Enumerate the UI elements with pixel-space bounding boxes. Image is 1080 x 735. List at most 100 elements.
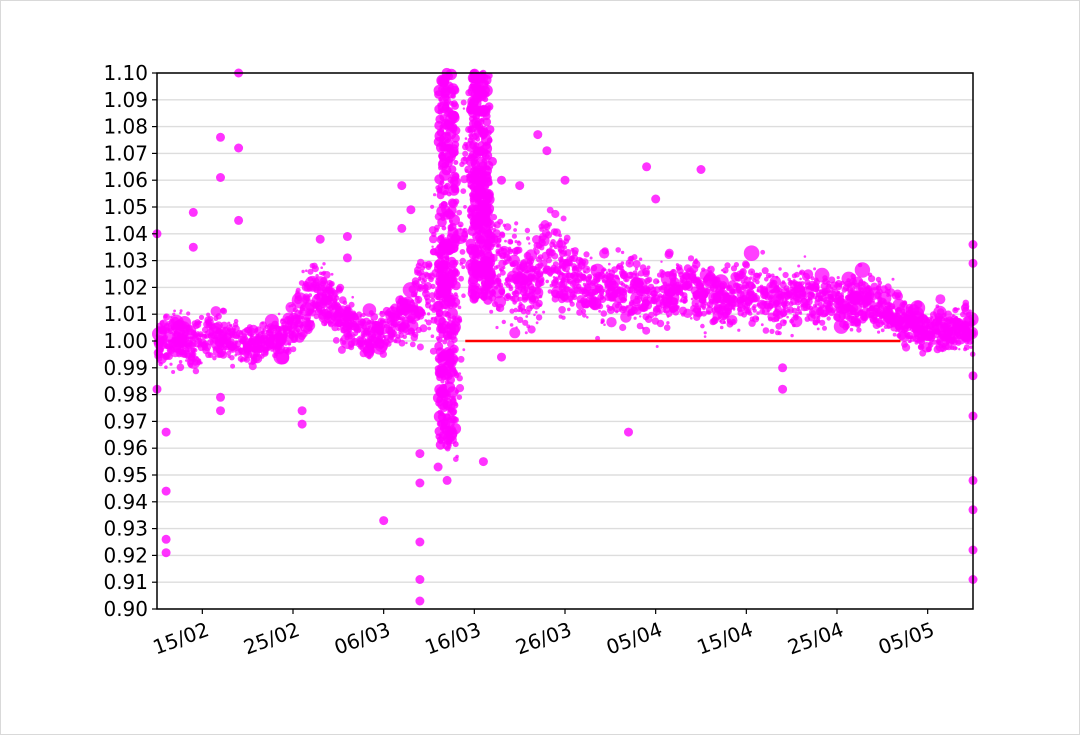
data-point bbox=[535, 314, 543, 321]
data-point bbox=[571, 247, 579, 255]
data-point bbox=[515, 247, 519, 251]
data-point bbox=[442, 190, 449, 196]
data-point bbox=[467, 95, 480, 108]
data-point bbox=[558, 272, 567, 281]
data-point bbox=[462, 150, 469, 157]
data-point bbox=[640, 293, 644, 297]
data-point bbox=[315, 305, 323, 312]
data-point bbox=[252, 346, 258, 352]
data-point bbox=[663, 324, 671, 332]
data-point bbox=[841, 287, 848, 293]
data-point bbox=[799, 270, 803, 275]
data-point bbox=[768, 274, 772, 278]
data-point bbox=[636, 322, 644, 330]
data-point bbox=[424, 272, 432, 280]
data-point bbox=[642, 270, 650, 278]
data-point bbox=[916, 319, 919, 323]
data-point bbox=[267, 333, 271, 337]
data-point bbox=[740, 279, 745, 284]
data-point bbox=[348, 344, 355, 351]
data-point bbox=[615, 247, 621, 253]
data-point bbox=[468, 77, 474, 83]
data-point bbox=[838, 297, 845, 304]
data-point bbox=[854, 321, 861, 328]
data-point bbox=[770, 273, 775, 278]
data-point bbox=[385, 341, 392, 347]
data-point bbox=[217, 352, 223, 358]
data-point bbox=[605, 289, 610, 295]
data-point bbox=[359, 314, 363, 318]
outlier-point bbox=[234, 215, 244, 225]
y-tick-label: 1.05 bbox=[103, 195, 148, 219]
data-point bbox=[930, 321, 934, 325]
data-point bbox=[481, 216, 491, 225]
data-point bbox=[630, 307, 638, 314]
data-point bbox=[379, 310, 383, 315]
data-point bbox=[723, 321, 727, 324]
outlier-point bbox=[397, 223, 407, 233]
data-point bbox=[770, 289, 774, 294]
data-point bbox=[724, 293, 731, 300]
data-point bbox=[557, 295, 566, 304]
data-point bbox=[707, 265, 715, 274]
data-point bbox=[663, 309, 667, 313]
data-point bbox=[608, 262, 611, 266]
data-point bbox=[438, 97, 443, 102]
y-tick-label: 1.03 bbox=[103, 249, 148, 273]
data-point bbox=[215, 346, 223, 354]
data-point bbox=[720, 311, 725, 316]
data-point bbox=[457, 355, 465, 363]
data-point bbox=[503, 293, 511, 302]
data-point bbox=[520, 308, 527, 315]
data-point bbox=[581, 300, 590, 309]
data-point bbox=[907, 339, 912, 344]
data-point bbox=[242, 341, 248, 347]
data-point bbox=[409, 341, 416, 348]
data-point bbox=[469, 72, 475, 78]
outlier-point bbox=[216, 392, 225, 402]
data-point bbox=[833, 313, 841, 322]
data-point bbox=[225, 342, 232, 349]
y-tick-label: 0.95 bbox=[103, 463, 148, 487]
data-point bbox=[172, 321, 179, 329]
data-point bbox=[192, 367, 200, 375]
data-point bbox=[511, 233, 517, 239]
data-point bbox=[378, 345, 384, 350]
data-point bbox=[347, 310, 353, 316]
data-point bbox=[698, 290, 705, 297]
data-point bbox=[936, 308, 945, 316]
data-point bbox=[731, 291, 735, 294]
outlier-point bbox=[297, 419, 307, 429]
y-tick-label: 1.07 bbox=[103, 141, 148, 165]
data-point bbox=[295, 328, 301, 333]
data-point bbox=[653, 290, 656, 293]
data-point bbox=[361, 336, 364, 340]
data-point bbox=[519, 288, 528, 297]
data-point bbox=[448, 112, 460, 124]
data-point bbox=[534, 263, 543, 271]
data-point bbox=[772, 280, 776, 284]
data-point bbox=[435, 270, 447, 283]
data-point bbox=[783, 291, 787, 295]
data-point bbox=[342, 300, 348, 306]
data-point bbox=[690, 317, 693, 320]
data-point bbox=[620, 296, 627, 304]
data-point bbox=[411, 302, 419, 309]
data-point bbox=[287, 341, 292, 346]
data-point bbox=[633, 288, 639, 294]
data-point bbox=[516, 316, 524, 323]
data-point bbox=[567, 307, 571, 312]
data-point bbox=[484, 174, 492, 182]
data-point bbox=[690, 304, 697, 312]
data-point bbox=[434, 90, 443, 99]
data-point bbox=[865, 298, 872, 306]
data-point bbox=[773, 299, 780, 307]
data-point bbox=[235, 334, 240, 339]
data-point bbox=[891, 277, 895, 281]
data-point bbox=[963, 347, 968, 352]
outlier-point bbox=[415, 478, 425, 488]
data-point bbox=[498, 287, 505, 295]
data-point bbox=[531, 268, 536, 273]
data-point bbox=[762, 327, 770, 334]
data-point bbox=[877, 300, 884, 306]
